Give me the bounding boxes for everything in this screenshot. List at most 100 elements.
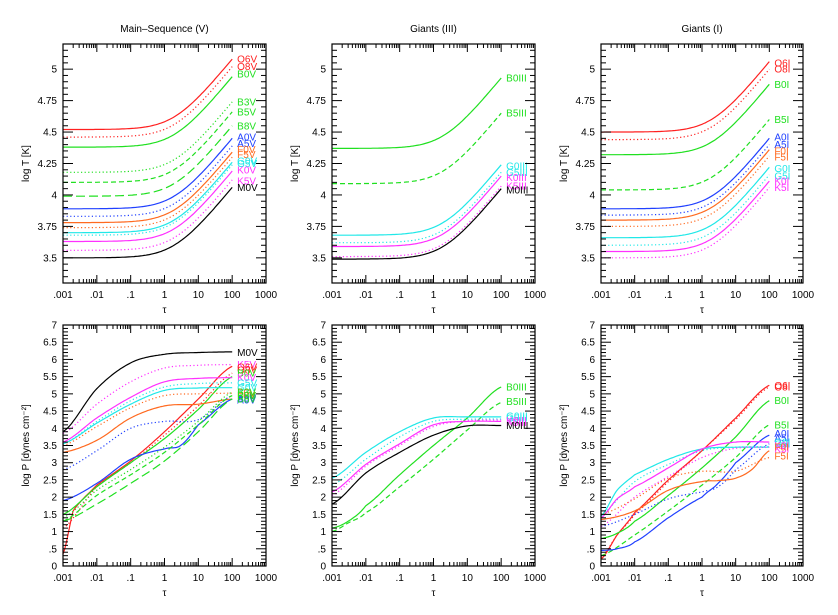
series-label: K5V: [237, 360, 256, 371]
y-tick-label: 4: [51, 190, 57, 201]
y-axis-label: log T [K]: [559, 145, 570, 182]
y-axis-label: log T [K]: [21, 145, 32, 182]
series-line-O6I: [601, 61, 770, 133]
series-label: G5V: [237, 378, 257, 389]
x-tick-label: .001: [591, 290, 611, 301]
y-tick-label: 3: [589, 458, 595, 469]
series-line-F0V: [63, 151, 233, 224]
series-label: O8V: [237, 62, 257, 73]
series-line-A5I: [601, 144, 770, 216]
x-axis-label: τ: [700, 305, 704, 316]
y-tick-label: 7: [589, 321, 595, 332]
x-tick-label: 10: [193, 290, 205, 301]
series-line-G5I: [601, 174, 770, 246]
x-axis-label: τ: [700, 588, 704, 599]
series-line-A0I: [600, 434, 770, 552]
y-tick-label: 5: [51, 389, 57, 400]
panel-title: Main–Sequence (V): [120, 24, 208, 35]
series-line-O8V: [62, 372, 233, 529]
x-tick-label: 10: [193, 573, 205, 584]
x-tick-label: .001: [322, 290, 342, 301]
series-line-A0V: [63, 137, 233, 210]
series-label: B5I: [774, 420, 789, 431]
series-label: A0I: [774, 133, 789, 144]
y-tick-label: 5: [320, 65, 326, 76]
series-label: K0V: [237, 373, 256, 384]
x-tick-label: 100: [224, 290, 241, 301]
x-tick-label: 10: [462, 573, 474, 584]
series-line-K5I: [601, 187, 770, 259]
series-label: O8I: [774, 65, 790, 76]
y-tick-label: 1: [320, 527, 326, 538]
x-axis-label: τ: [163, 305, 167, 316]
series-label: M0V: [237, 183, 258, 194]
series-label: O6V: [237, 55, 257, 66]
series-line-M0V: [63, 187, 233, 259]
y-tick-label: 3: [320, 458, 326, 469]
series-label: G0III: [506, 162, 528, 173]
series-label: K0I: [774, 177, 789, 188]
x-tick-label: 1000: [524, 290, 547, 301]
series-label: A0I: [774, 429, 789, 440]
series-label: F5I: [774, 451, 788, 462]
series-label: G5V: [237, 159, 257, 170]
x-tick-label: 1: [699, 290, 705, 301]
series-line-G0I: [601, 166, 770, 239]
axes-frame: [331, 43, 536, 284]
series-line-B8V: [62, 398, 233, 522]
y-tick-label: 5.5: [312, 372, 326, 383]
series-line-O6V: [63, 58, 233, 131]
y-tick-label: 6: [589, 355, 595, 366]
y-tick-label: 1: [589, 527, 595, 538]
series-line-B5V: [62, 395, 233, 522]
y-tick-label: 4.5: [312, 128, 326, 139]
series-line-B5I: [600, 424, 770, 557]
x-tick-label: .1: [664, 573, 673, 584]
series-line-F0I: [600, 450, 770, 521]
series-label: G5III: [506, 413, 528, 424]
x-tick-label: .1: [126, 573, 135, 584]
series-line-F0V: [62, 398, 233, 453]
y-axis-label: log P [dynes cm⁻²]: [21, 404, 32, 487]
x-tick-label: .1: [126, 290, 135, 301]
x-tick-label: .01: [628, 290, 642, 301]
y-tick-label: 6: [51, 355, 57, 366]
series-label: B0V: [237, 369, 256, 380]
series-label: A5I: [774, 140, 789, 151]
x-tick-label: 1000: [255, 573, 278, 584]
series-line-B0I: [600, 400, 770, 540]
y-tick-label: .5: [49, 544, 58, 555]
series-label: O8V: [237, 365, 257, 376]
series-label: B3V: [237, 97, 256, 108]
x-tick-label: 100: [493, 290, 510, 301]
x-tick-label: .1: [664, 290, 673, 301]
series-label: G0V: [237, 383, 257, 394]
x-axis-label: τ: [432, 305, 436, 316]
y-tick-label: 4: [589, 190, 595, 201]
series-label: B0I: [774, 80, 789, 91]
y-tick-label: 4.5: [581, 407, 595, 418]
series-label: G5I: [774, 172, 790, 183]
series-label: M0V: [237, 348, 258, 359]
series-label: F5I: [774, 153, 788, 164]
series-line-B0III: [332, 77, 502, 149]
y-tick-label: 4: [51, 424, 57, 435]
y-tick-label: 5: [320, 389, 326, 400]
series-line-K0V: [63, 170, 233, 243]
y-tick-label: 3.5: [581, 441, 595, 452]
series-line-O8I: [601, 68, 770, 141]
series-line-G5V: [62, 382, 233, 445]
x-tick-label: 100: [493, 573, 510, 584]
x-tick-label: 1000: [255, 290, 278, 301]
series-line-F5I: [600, 457, 770, 515]
series-line-K0I: [601, 180, 770, 253]
x-axis-label: τ: [163, 588, 167, 599]
x-tick-label: .001: [53, 573, 73, 584]
y-tick-label: 5.5: [581, 372, 595, 383]
series-line-K0I: [600, 440, 770, 519]
series-line-A0I: [601, 137, 770, 210]
